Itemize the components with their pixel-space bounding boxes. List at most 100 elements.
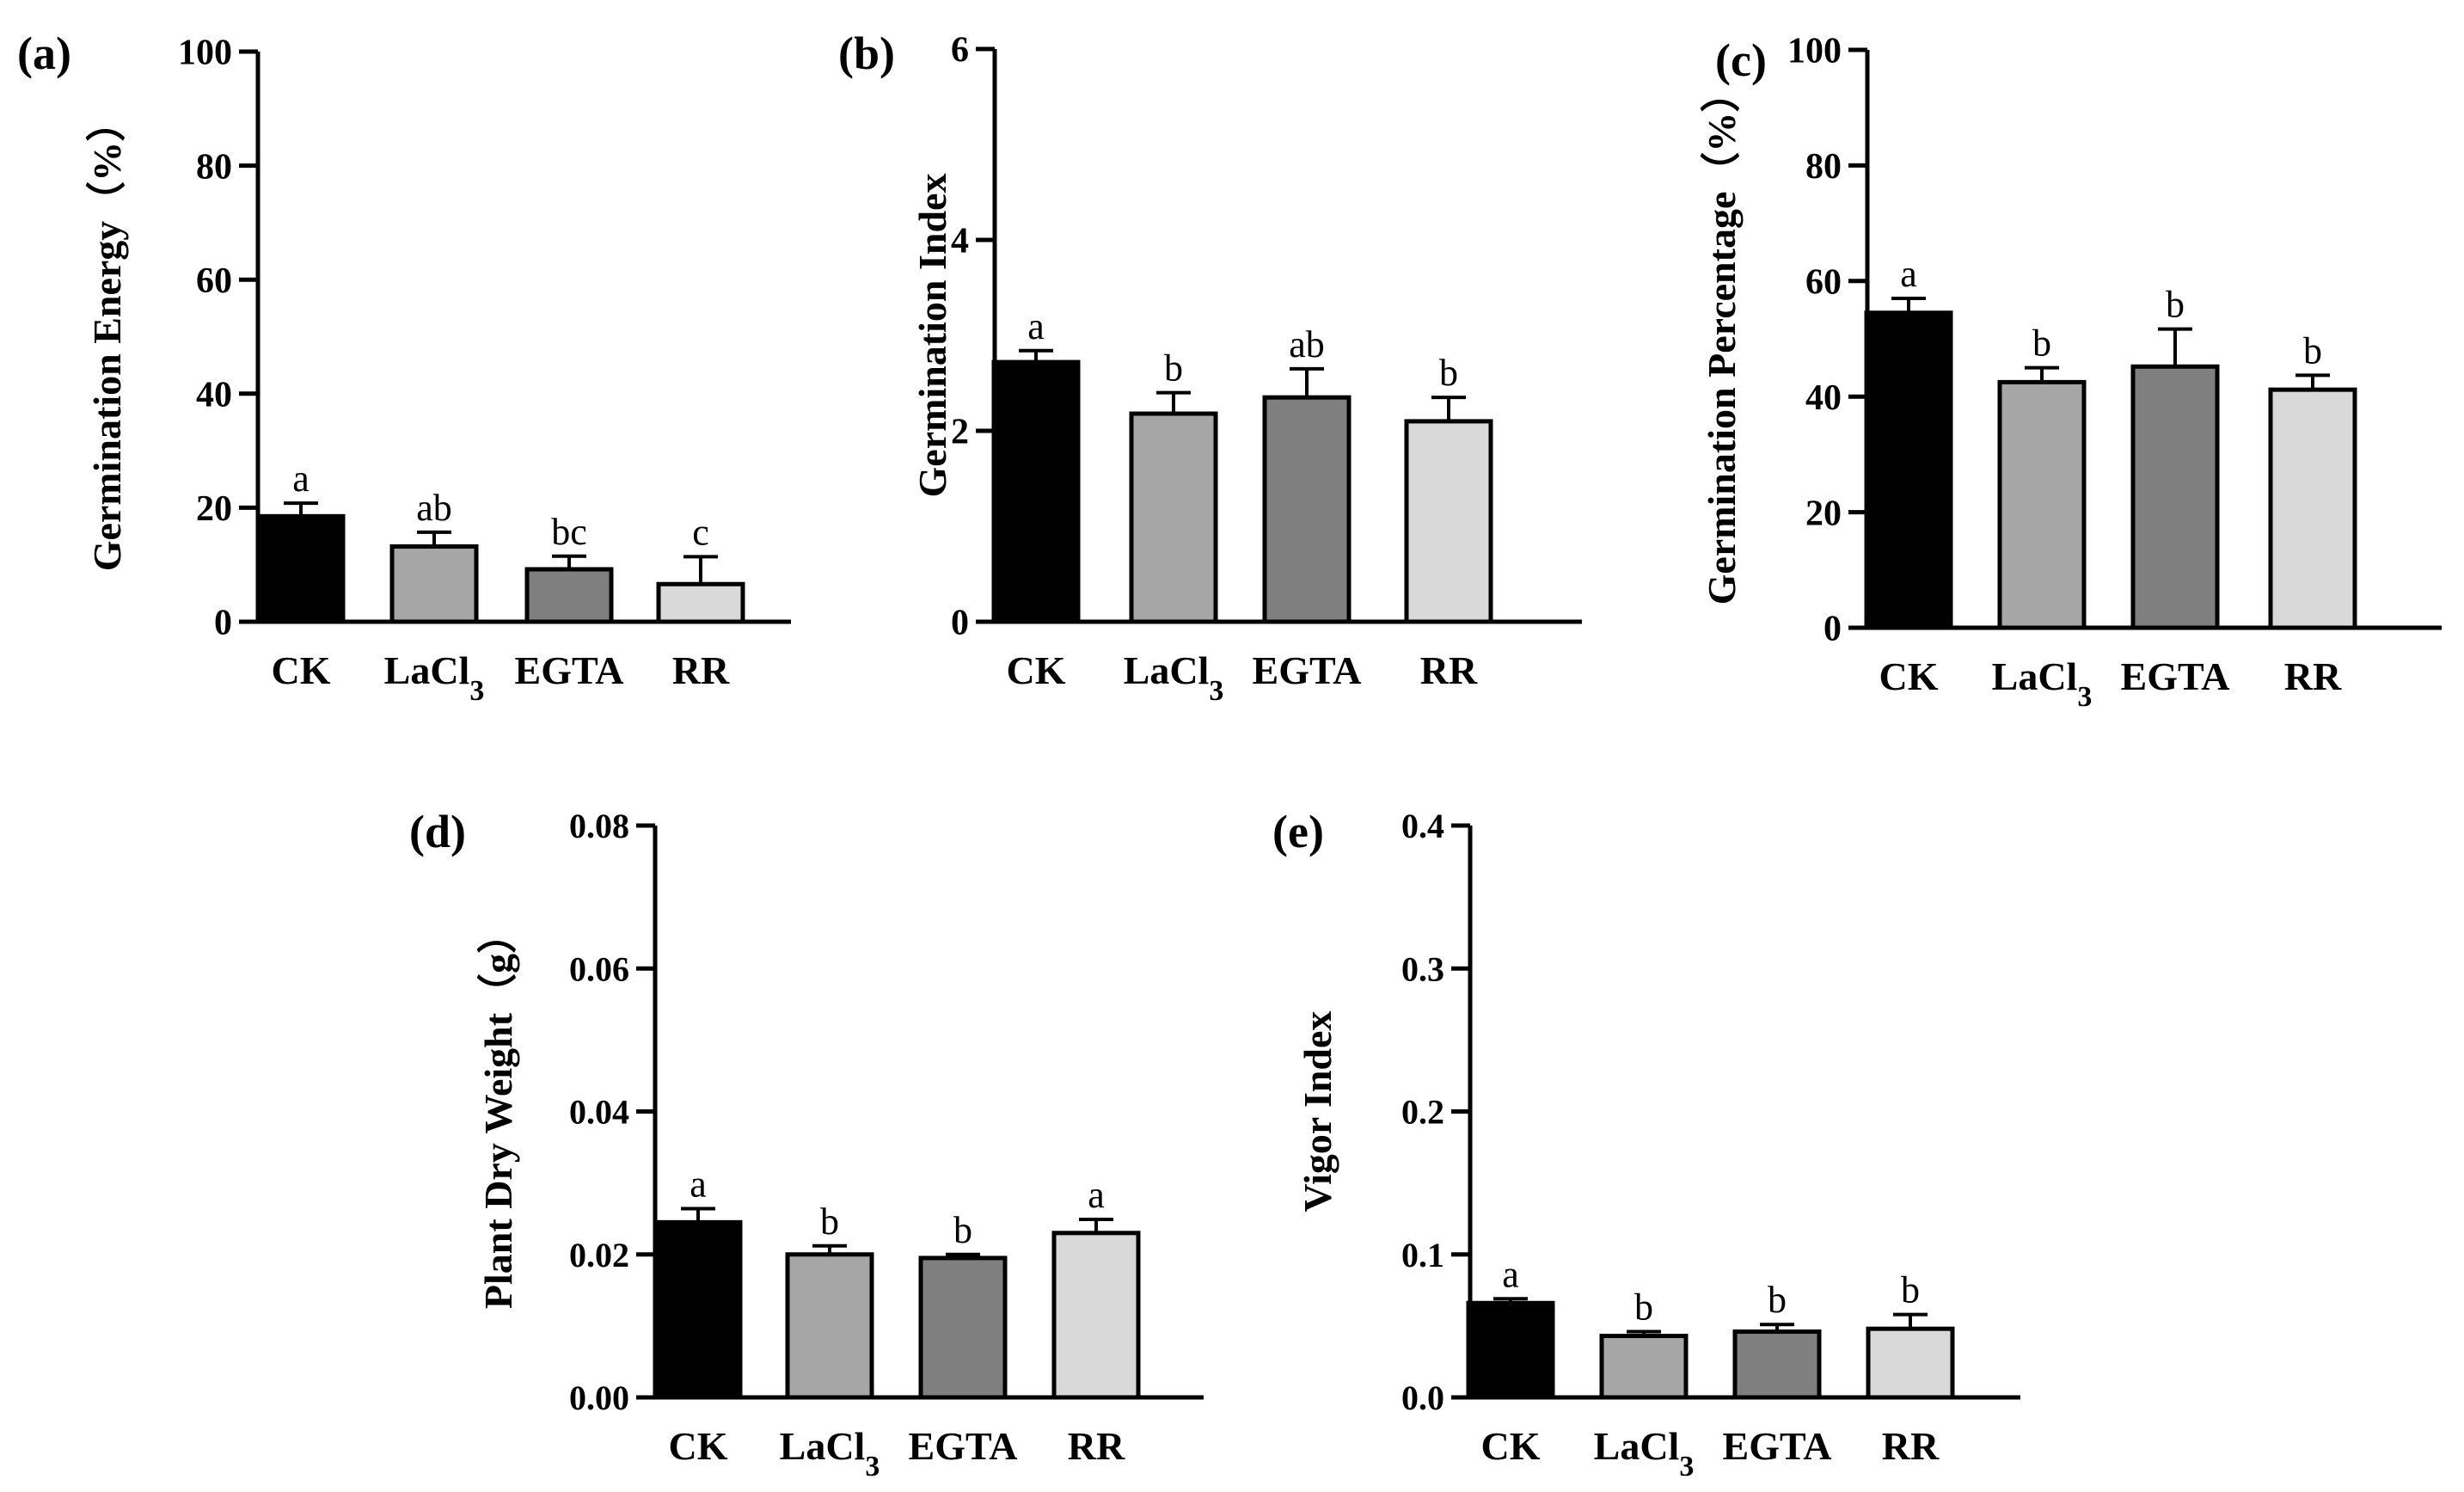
y-tick-label: 0: [951, 604, 969, 643]
y-tick-label: 80: [1805, 147, 1842, 187]
y-tick-label: 100: [1787, 32, 1842, 71]
significance-letter: a: [292, 457, 310, 500]
bar-lacl3: [1997, 379, 2087, 630]
x-tick-label: LaCl3: [1124, 648, 1224, 707]
significance-letter: c: [692, 511, 709, 553]
chart-panel-e: (e) 0.0 0.1 0.2 0.3 0.4 Vigor Index a CK b LaCl3 b E…: [1272, 806, 2020, 1483]
significance-letter: b: [2166, 284, 2185, 326]
y-tick-label: 0.2: [1401, 1093, 1444, 1132]
y-tick-label: 0: [1823, 610, 1842, 649]
chart-panel-b: (b) 0 2 4 6 Germination Index a CK b LaCl3 ab EGTA b…: [838, 28, 1582, 707]
bar-rr: [2268, 387, 2357, 630]
y-axis-label: Germination Energy（%）: [85, 102, 129, 572]
bar-egta: [1262, 395, 1352, 624]
significance-letter: a: [1900, 253, 1917, 295]
chart-panel-c: (c) 0 20 40 60 80 100 Germination Percentage（%）…: [1700, 32, 2442, 713]
x-tick-label: RR: [1882, 1424, 1940, 1468]
bar-ck: [256, 513, 346, 624]
y-tick-label: 60: [196, 261, 232, 301]
y-tick-label: 0.02: [569, 1236, 629, 1274]
x-tick-label: CK: [272, 648, 331, 692]
significance-letter: b: [1634, 1286, 1653, 1329]
significance-letter: a: [1027, 305, 1045, 347]
y-tick-label: 0.08: [569, 807, 629, 845]
bar-rr: [1866, 1326, 1955, 1400]
y-tick-label: 0: [214, 604, 232, 643]
significance-letter: b: [1439, 352, 1458, 394]
x-tick-label: EGTA: [1723, 1424, 1832, 1468]
y-tick-label: 0.06: [569, 949, 629, 988]
panel-label: (d): [409, 806, 466, 857]
x-tick-label: LaCl3: [1594, 1424, 1695, 1483]
x-tick-label: LaCl3: [1992, 654, 2093, 713]
significance-letter: b: [2303, 329, 2322, 371]
significance-letter: b: [1768, 1279, 1787, 1321]
panel-label: (b): [838, 28, 895, 79]
y-tick-label: 0.3: [1401, 949, 1444, 988]
x-tick-label: EGTA: [515, 648, 624, 692]
x-tick-label: CK: [669, 1424, 728, 1468]
y-tick-label: 0.4: [1401, 807, 1444, 845]
x-tick-label: LaCl3: [780, 1424, 880, 1483]
y-tick-label: 6: [951, 31, 969, 71]
bar-ck: [1466, 1300, 1555, 1400]
y-axis-label: Germination Index: [910, 174, 954, 498]
y-tick-label: 0.04: [569, 1093, 629, 1132]
bar-ck: [991, 359, 1081, 624]
y-tick-label: 40: [1805, 378, 1842, 418]
significance-letter: bc: [551, 511, 587, 553]
y-tick-label: 60: [1805, 263, 1842, 303]
y-tick-label: 2: [951, 413, 969, 452]
x-tick-label: RR: [1068, 1424, 1125, 1468]
bar-ck: [653, 1219, 743, 1400]
significance-letter: a: [1502, 1253, 1519, 1295]
y-tick-label: 100: [178, 34, 232, 73]
bar-lacl3: [389, 543, 479, 624]
x-tick-label: EGTA: [1253, 648, 1362, 692]
y-tick-label: 0.00: [569, 1378, 629, 1417]
chart-panel-d: (d) 0.00 0.02 0.04 0.06 0.08 Plant Dry Weight（…: [409, 806, 1204, 1483]
bar-egta: [524, 567, 614, 624]
x-tick-label: CK: [1481, 1424, 1541, 1468]
x-tick-label: RR: [672, 648, 730, 692]
bar-rr: [1404, 419, 1493, 624]
y-tick-label: 0.1: [1401, 1236, 1444, 1274]
bar-rr: [1051, 1231, 1141, 1400]
x-tick-label: CK: [1879, 654, 1939, 698]
bar-lacl3: [1129, 411, 1218, 624]
bar-rr: [656, 581, 745, 624]
significance-letter: b: [820, 1200, 839, 1243]
bar-egta: [918, 1256, 1008, 1400]
significance-letter: b: [2032, 322, 2051, 365]
x-tick-label: EGTA: [2121, 654, 2230, 698]
significance-letter: ab: [416, 487, 452, 529]
x-tick-label: LaCl3: [384, 648, 485, 707]
y-tick-label: 80: [196, 147, 232, 187]
y-tick-label: 40: [196, 376, 232, 415]
y-axis-label: Vigor Index: [1296, 1011, 1339, 1213]
y-axis-label: Plant Dry Weight（g）: [476, 914, 520, 1309]
significance-letter: b: [1901, 1269, 1920, 1311]
chart-panel-a: (a) 0 20 40 60 80 100 Germination Energy（%） a CK a…: [17, 28, 791, 707]
panel-label: (e): [1272, 806, 1324, 857]
y-tick-label: 0.0: [1401, 1378, 1444, 1417]
y-tick-label: 20: [1805, 494, 1842, 533]
significance-letter: b: [953, 1209, 972, 1251]
significance-letter: b: [1164, 347, 1183, 390]
x-tick-label: RR: [1420, 648, 1478, 692]
bar-lacl3: [785, 1252, 874, 1400]
bar-lacl3: [1599, 1334, 1689, 1400]
bar-egta: [1732, 1329, 1822, 1400]
panel-label: (c): [1715, 34, 1767, 86]
significance-letter: a: [1088, 1174, 1105, 1216]
y-tick-label: 20: [196, 489, 232, 529]
bar-egta: [2130, 364, 2220, 630]
x-tick-label: CK: [1007, 648, 1066, 692]
y-axis-label: Germination Percentage（%）: [1700, 73, 1744, 605]
significance-letter: a: [690, 1164, 707, 1206]
x-tick-label: RR: [2284, 654, 2342, 698]
x-tick-label: EGTA: [909, 1424, 1018, 1468]
bar-ck: [1864, 310, 1953, 630]
y-tick-label: 4: [951, 222, 969, 261]
